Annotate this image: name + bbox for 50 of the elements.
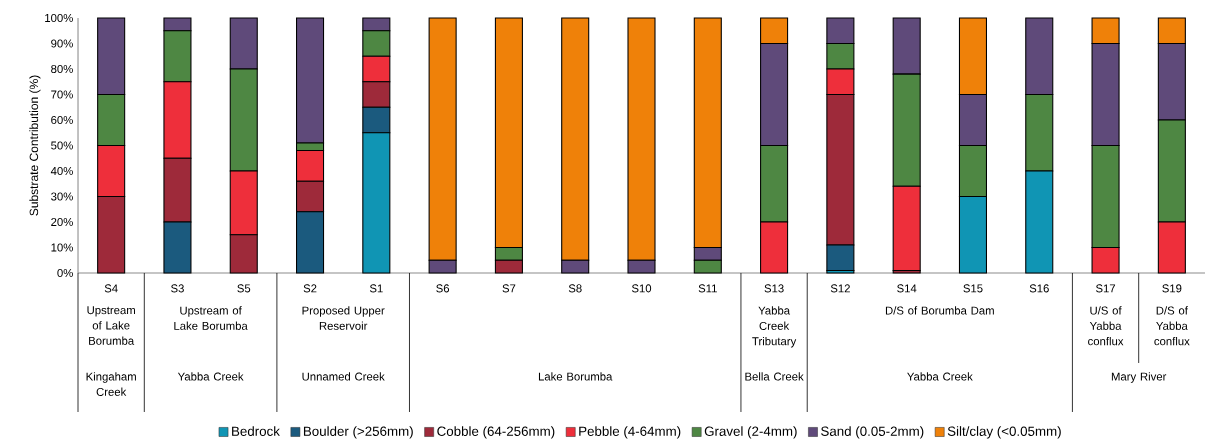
- text: U/S of Yabba conflux: [1088, 306, 1124, 346]
- x-tick-label: S5: [237, 284, 251, 293]
- text: Yabba Creek: [177, 372, 244, 381]
- text: Bella Creek: [745, 372, 804, 381]
- y-tick-label: 70%: [51, 90, 73, 99]
- legend-label: Sand (0.05-2mm): [821, 426, 924, 439]
- legend-label: Gravel (2-4mm): [704, 426, 797, 439]
- y-tick-label: 0%: [57, 268, 73, 277]
- text: Upstream of Lake Borumba: [87, 306, 135, 345]
- text: Upstream of Lake Borumba: [174, 306, 248, 330]
- text: Yabba Creek: [907, 372, 973, 381]
- y-axis-title: Substrate Contribution (%): [29, 75, 41, 216]
- x-tick-label: S3: [171, 284, 184, 293]
- x-tick-label: S16: [1029, 284, 1049, 293]
- y-tick-label: 50%: [51, 141, 73, 150]
- y-tick-label: 20%: [51, 217, 73, 226]
- x-tick-label: S19: [1162, 284, 1182, 293]
- legend-label: Boulder (>256mm): [303, 426, 413, 439]
- legend-label: Pebble (4-64mm): [579, 426, 681, 439]
- x-tick-label: S4: [104, 284, 118, 293]
- y-tick-label: 40%: [50, 166, 73, 175]
- text: Lake Borumba: [538, 372, 613, 381]
- y-tick-label: 30%: [51, 192, 73, 201]
- x-tick-label: S1: [369, 284, 383, 293]
- legend-label: Silt/clay (<0.05mm): [947, 426, 1061, 439]
- y-tick-label: 90%: [51, 39, 73, 48]
- text: D/S of Borumba Dam: [885, 306, 994, 315]
- text: Kingaham Creek: [86, 372, 136, 396]
- legend-label: Bedrock: [232, 426, 280, 436]
- y-tick-label: 10%: [51, 243, 73, 252]
- x-tick-label: S14: [897, 284, 917, 293]
- x-tick-label: S6: [436, 284, 450, 293]
- text: D/S of Yabba conflux: [1154, 306, 1190, 346]
- x-tick-label: S8: [568, 284, 582, 293]
- y-tick-label: 100%: [45, 13, 73, 22]
- text: Mary River: [1111, 372, 1167, 383]
- text: Yabba Creek Tributary: [752, 306, 797, 348]
- legend-label: Cobble (64-256mm): [437, 426, 555, 439]
- y-tick-label: 80%: [51, 64, 73, 73]
- x-tick-label: S2: [303, 284, 317, 293]
- x-tick-label: S7: [502, 284, 516, 293]
- x-tick-label: S13: [764, 284, 784, 293]
- x-tick-label: S12: [830, 284, 850, 293]
- x-tick-label: S10: [631, 284, 652, 293]
- x-tick-label: S11: [698, 284, 717, 293]
- x-tick-label: S15: [963, 284, 983, 293]
- text: Unnamed Creek: [302, 372, 385, 381]
- text: Proposed Upper Reservoir: [302, 306, 385, 330]
- y-tick-label: 60%: [51, 115, 73, 124]
- x-tick-label: S17: [1095, 284, 1116, 293]
